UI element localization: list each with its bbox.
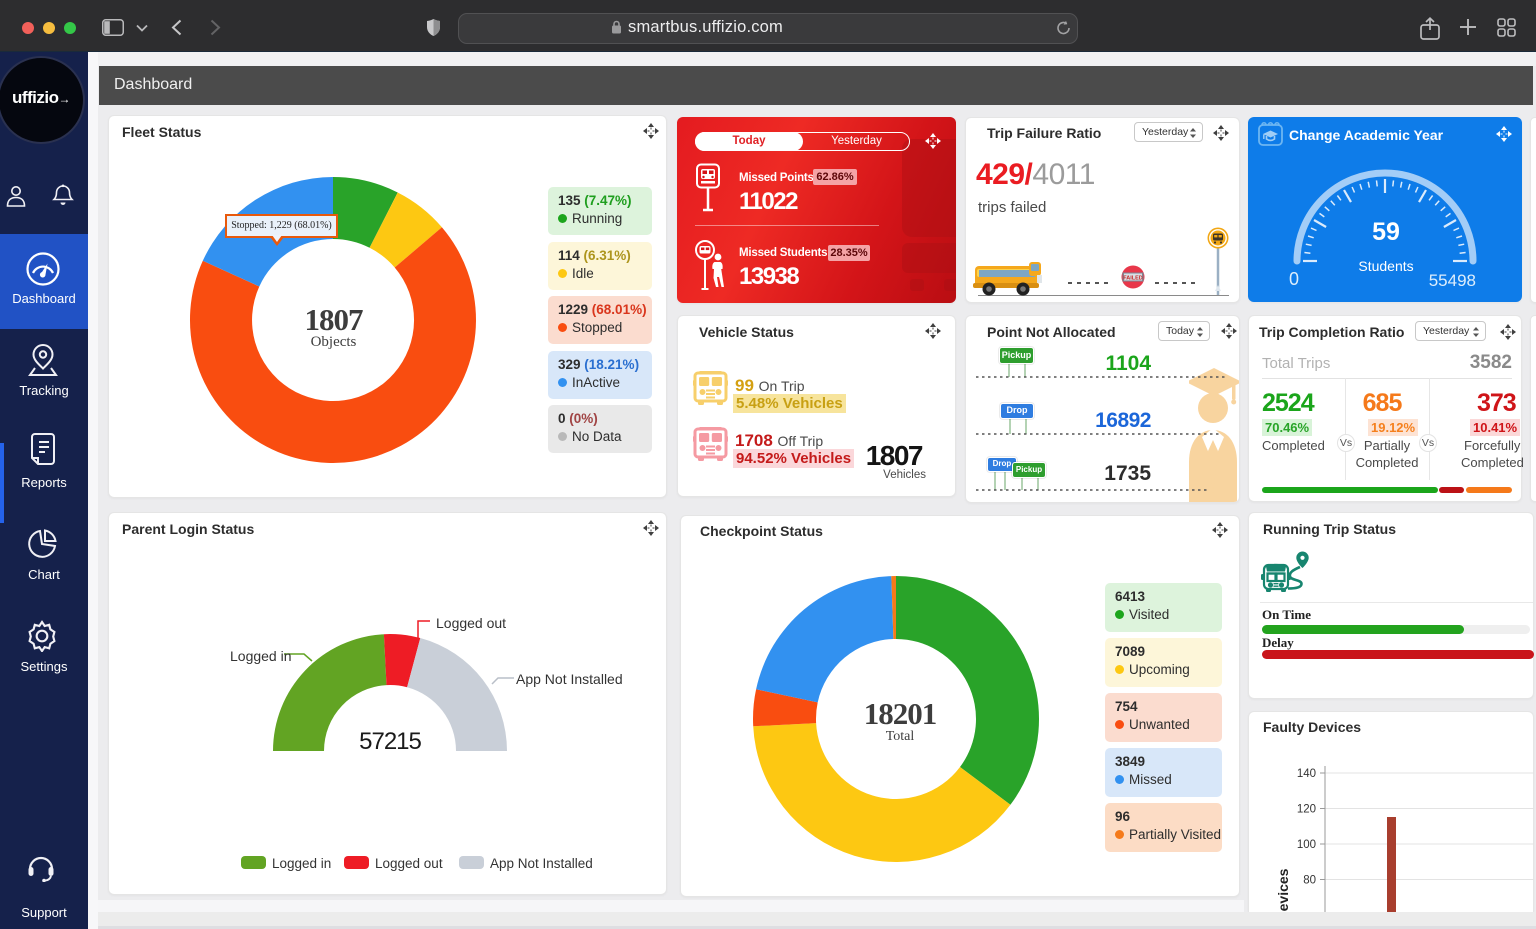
svg-text:FAILED: FAILED xyxy=(1123,276,1143,282)
svg-text:80: 80 xyxy=(1303,875,1316,887)
svg-text:120: 120 xyxy=(1297,804,1316,816)
svg-text:100: 100 xyxy=(1297,839,1316,851)
svg-text:Devices: Devices xyxy=(1275,868,1291,912)
svg-text:140: 140 xyxy=(1297,768,1316,780)
